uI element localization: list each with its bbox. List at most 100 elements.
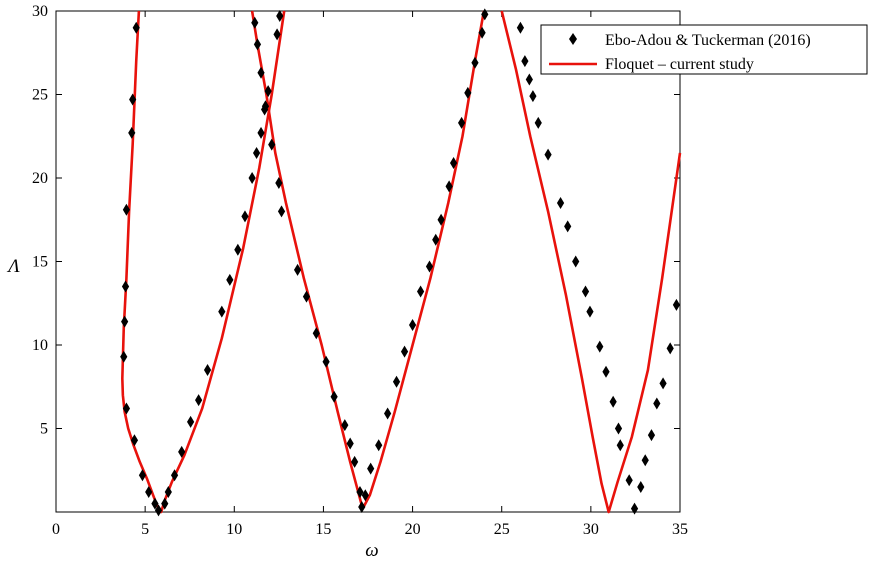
ebo-adou-point — [449, 156, 458, 169]
ebo-adou-point — [471, 56, 479, 69]
ebo-adou-point — [516, 21, 525, 34]
ebo-adou-point — [322, 355, 330, 368]
ebo-adou-point — [361, 489, 369, 502]
ebo-adou-point — [581, 285, 590, 298]
ebo-adou-point — [425, 260, 434, 273]
ebo-adou-point — [164, 485, 172, 498]
ebo-adou-point — [128, 126, 136, 139]
ebo-adou-point — [120, 350, 128, 363]
ebo-adou-point — [525, 73, 533, 86]
ebo-adou-point — [392, 375, 401, 388]
ebo-adou-point — [302, 290, 311, 303]
y-axis-label: Λ — [6, 256, 20, 277]
ebo-adou-point — [653, 397, 661, 410]
ebo-adou-point — [596, 340, 604, 353]
ebo-adou-point — [234, 243, 242, 256]
ebo-adou-point — [572, 255, 580, 268]
floquet-curves — [121, 10, 682, 514]
ebo-adou-point — [145, 485, 153, 498]
legend-marker-diamond — [569, 33, 577, 45]
ebo-adou-point — [521, 55, 529, 68]
ebo-adou-point — [138, 469, 147, 482]
ebo-adou-point — [408, 318, 417, 331]
x-tick-label: 30 — [583, 521, 599, 538]
x-tick-label: 0 — [52, 521, 60, 538]
ebo-adou-point — [616, 439, 624, 452]
y-tick-label: 30 — [32, 3, 48, 20]
plot-area-frame — [55, 10, 681, 513]
ebo-adou-point — [478, 26, 486, 39]
ebo-adou-point — [132, 21, 140, 34]
ebo-adou-point — [641, 454, 649, 467]
ebo-adou-point — [481, 8, 489, 21]
ebo-adou-point — [268, 138, 276, 151]
ebo-adou-point — [264, 85, 272, 98]
ebo-adou-point — [544, 148, 552, 161]
ebo-adou-point — [257, 66, 265, 79]
y-tick-label: 20 — [32, 170, 48, 187]
y-tick-label: 15 — [32, 254, 48, 271]
y-tick-label: 10 — [32, 337, 48, 354]
ebo-adou-point — [257, 126, 265, 139]
ebo-adou-point — [625, 474, 633, 487]
ebo-adou-point — [273, 28, 281, 41]
ebo-adou-point — [367, 462, 375, 475]
ebo-adou-point — [586, 305, 594, 318]
ebo-adou-point — [226, 273, 234, 286]
legend-entry-floquet: Floquet – current study — [605, 56, 754, 73]
ebo-adou-point — [416, 285, 425, 298]
floquet-curve-segment — [121, 10, 286, 514]
y-tick-label: 5 — [40, 421, 48, 438]
x-tick-label: 10 — [226, 521, 242, 538]
ebo-adou-point — [276, 10, 284, 23]
x-tick-label: 35 — [672, 521, 688, 538]
x-tick-label: 5 — [141, 521, 149, 538]
axis-ticks — [55, 10, 681, 512]
ebo-adou-point — [445, 180, 453, 193]
ebo-adou-point — [241, 210, 249, 223]
ebo-adou-point — [534, 116, 542, 129]
legend: Ebo-Adou & Tuckerman (2016) Floquet – cu… — [540, 24, 868, 75]
ebo-adou-point — [203, 364, 212, 377]
x-tick-label: 20 — [405, 521, 421, 538]
ebo-adou-markers — [120, 8, 681, 517]
ebo-adou-point — [275, 177, 283, 190]
ebo-adou-point — [458, 116, 466, 129]
ebo-adou-point — [121, 280, 130, 293]
ebo-adou-point — [564, 220, 572, 233]
x-tick-labels: 0 5 10 15 20 25 30 35 — [52, 521, 688, 538]
ebo-adou-point — [672, 298, 681, 311]
ebo-adou-point — [330, 390, 338, 403]
ebo-adou-point — [630, 502, 639, 515]
ebo-adou-point — [129, 93, 137, 106]
ebo-adou-point — [121, 315, 129, 328]
ebo-adou-point — [647, 429, 656, 442]
ebo-adou-point — [195, 394, 203, 407]
ebo-adou-point — [151, 497, 159, 510]
ebo-adou-point — [341, 419, 349, 432]
floquet-curve-segment — [500, 10, 682, 514]
ebo-adou-point — [437, 213, 445, 226]
ebo-adou-point — [400, 345, 409, 358]
ebo-adou-point — [637, 480, 645, 493]
ebo-adou-point — [251, 16, 259, 29]
ebo-adou-point — [253, 38, 262, 51]
ebo-adou-point — [122, 402, 131, 415]
x-tick-label: 15 — [315, 521, 331, 538]
y-tick-labels: 5 10 15 20 25 30 — [32, 3, 48, 438]
ebo-adou-point — [261, 100, 270, 113]
ebo-adou-point — [187, 415, 195, 428]
x-tick-label: 25 — [494, 521, 510, 538]
x-axis-label: ω — [365, 540, 378, 561]
ebo-adou-point — [170, 469, 179, 482]
ebo-adou-point — [277, 205, 286, 218]
ebo-adou-point — [154, 504, 163, 517]
ebo-adou-point — [218, 305, 226, 318]
ebo-adou-point — [130, 434, 139, 447]
ebo-adou-point — [384, 407, 392, 420]
ebo-adou-point — [659, 377, 667, 390]
ebo-adou-point — [432, 233, 440, 246]
ebo-adou-point — [252, 146, 261, 159]
ebo-adou-point — [602, 365, 610, 378]
